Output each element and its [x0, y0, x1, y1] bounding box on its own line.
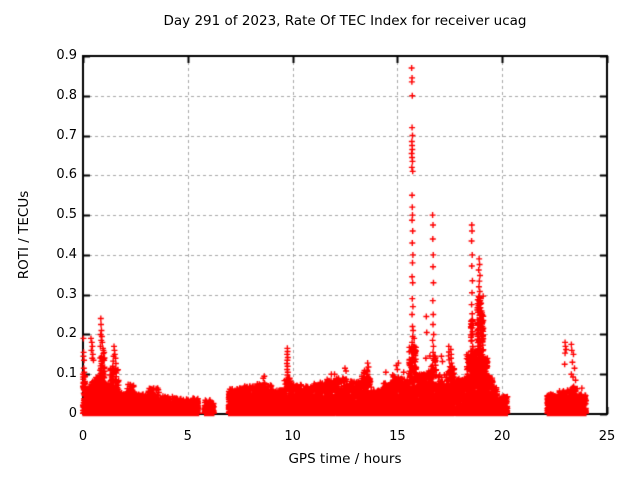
y-tick-label: 0.9 [56, 48, 77, 63]
y-tick-label: 0.6 [56, 167, 77, 183]
chart-title: Day 291 of 2023, Rate Of TEC Index for r… [163, 13, 527, 29]
x-tick-label: 0 [78, 429, 88, 444]
y-axis-label: ROTI / TECUs [16, 190, 32, 280]
y-tick-label: 0.8 [56, 87, 77, 103]
x-tick-label: 25 [598, 429, 616, 444]
y-tick-label: 0.7 [56, 127, 77, 143]
x-axis-label: GPS time / hours [288, 451, 402, 467]
y-tick-label: 0.4 [56, 246, 77, 262]
x-tick-label: 20 [493, 429, 511, 444]
y-tick-label: 0.2 [56, 326, 77, 342]
x-tick-label: 10 [284, 429, 301, 444]
y-tick-label: 0.5 [56, 207, 77, 223]
x-tick-label: 5 [183, 429, 192, 444]
x-tick-label: 15 [389, 429, 406, 444]
y-tick-label: 0.3 [56, 286, 77, 302]
y-tick-label: 0 [68, 406, 77, 421]
y-tick-label: 0.1 [56, 366, 77, 382]
